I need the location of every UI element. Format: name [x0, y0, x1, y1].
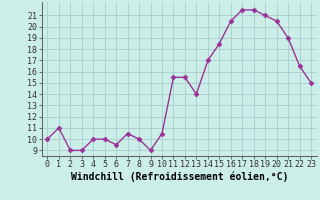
- X-axis label: Windchill (Refroidissement éolien,°C): Windchill (Refroidissement éolien,°C): [70, 172, 288, 182]
